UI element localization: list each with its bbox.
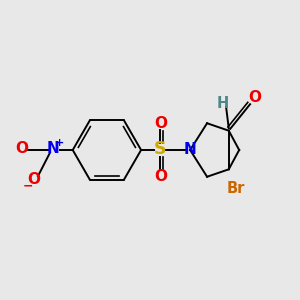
Text: +: + — [55, 138, 64, 148]
Text: Br: Br — [227, 181, 245, 196]
Text: O: O — [154, 169, 167, 184]
Text: N: N — [47, 141, 60, 156]
Text: O: O — [248, 90, 261, 105]
Text: O: O — [154, 116, 167, 131]
Text: H: H — [217, 95, 229, 110]
Text: N: N — [184, 142, 196, 157]
Text: −: − — [23, 179, 34, 192]
Text: S: S — [154, 140, 167, 158]
Text: O: O — [28, 172, 40, 187]
Text: O: O — [15, 141, 28, 156]
